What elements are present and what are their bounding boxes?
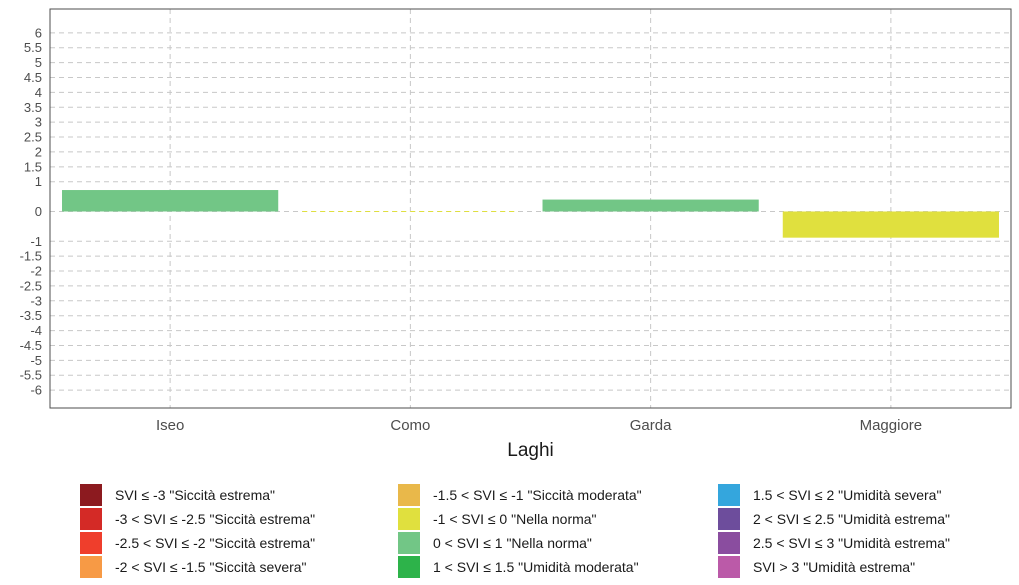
legend-swatch — [80, 508, 102, 530]
chart-legend: SVI ≤ -3 "Siccità estrema" -3 < SVI ≤ -2.… — [80, 484, 1010, 584]
legend-swatch — [80, 484, 102, 506]
legend-swatch — [718, 508, 740, 530]
legend-item: SVI > 3 "Umidità estrema" — [718, 556, 915, 578]
legend-item: 2 < SVI ≤ 2.5 "Umidità estrema" — [718, 508, 950, 530]
legend-label: 1 < SVI ≤ 1.5 "Umidità moderata" — [433, 559, 639, 575]
legend-item: -1.5 < SVI ≤ -1 "Siccità moderata" — [398, 484, 642, 506]
legend-swatch — [80, 532, 102, 554]
y-tick-label: 3.5 — [24, 100, 42, 115]
y-tick-label: -5.5 — [20, 368, 42, 383]
bar — [62, 190, 279, 212]
legend-item: -3 < SVI ≤ -2.5 "Siccità estrema" — [80, 508, 315, 530]
y-tick-label: 6 — [35, 25, 42, 40]
legend-label: 1.5 < SVI ≤ 2 "Umidità severa" — [753, 487, 942, 503]
y-tick-label: 1.5 — [24, 159, 42, 174]
y-tick-label: 1 — [35, 174, 42, 189]
legend-swatch — [398, 484, 420, 506]
y-tick-label: -1.5 — [20, 249, 42, 264]
legend-label: -3 < SVI ≤ -2.5 "Siccità estrema" — [115, 511, 316, 527]
legend-label: 2 < SVI ≤ 2.5 "Umidità estrema" — [753, 511, 950, 527]
legend-label: SVI > 3 "Umidità estrema" — [753, 559, 916, 575]
legend-item: -2.5 < SVI ≤ -2 "Siccità estrema" — [80, 532, 315, 554]
y-tick-label: -6 — [30, 383, 42, 398]
y-tick-label: -2 — [30, 264, 42, 279]
legend-swatch — [398, 556, 420, 578]
y-tick-label: -4.5 — [20, 338, 42, 353]
legend-item: -2 < SVI ≤ -1.5 "Siccità severa" — [80, 556, 307, 578]
plot-border — [49, 8, 1012, 409]
legend-label: -1 < SVI ≤ 0 "Nella norma" — [433, 511, 597, 527]
bar — [542, 199, 759, 212]
x-tick-label: Iseo — [156, 417, 184, 434]
x-tick-label: Maggiore — [860, 417, 923, 434]
y-tick-label: -3 — [30, 293, 42, 308]
legend-label: -2.5 < SVI ≤ -2 "Siccità estrema" — [115, 535, 316, 551]
legend-label: -1.5 < SVI ≤ -1 "Siccità moderata" — [433, 487, 642, 503]
y-tick-label: 4.5 — [24, 70, 42, 85]
y-tick-label: -5 — [30, 353, 42, 368]
y-tick-label: 0 — [35, 204, 42, 219]
legend-swatch — [80, 556, 102, 578]
legend-item: SVI ≤ -3 "Siccità estrema" — [80, 484, 275, 506]
legend-item: 1 < SVI ≤ 1.5 "Umidità moderata" — [398, 556, 639, 578]
legend-swatch — [718, 532, 740, 554]
y-tick-label: -3.5 — [20, 308, 42, 323]
y-tick-label: -2.5 — [20, 278, 42, 293]
legend-label: -2 < SVI ≤ -1.5 "Siccità severa" — [115, 559, 307, 575]
legend-swatch — [398, 508, 420, 530]
legend-item: -1 < SVI ≤ 0 "Nella norma" — [398, 508, 597, 530]
legend-swatch — [398, 532, 420, 554]
legend-item: 2.5 < SVI ≤ 3 "Umidità estrema" — [718, 532, 950, 554]
legend-item: 0 < SVI ≤ 1 "Nella norma" — [398, 532, 592, 554]
y-tick-label: -1 — [30, 234, 42, 249]
y-tick-label: -4 — [30, 323, 42, 338]
legend-label: SVI ≤ -3 "Siccità estrema" — [115, 487, 276, 503]
legend-swatch — [718, 556, 740, 578]
bar — [782, 211, 999, 238]
y-tick-label: 2.5 — [24, 130, 42, 145]
x-tick-label: Garda — [630, 417, 672, 434]
x-tick-label: Como — [390, 417, 430, 434]
y-tick-label: 5 — [35, 55, 42, 70]
x-axis-label: Laghi — [507, 440, 554, 461]
legend-swatch — [718, 484, 740, 506]
y-tick-label: 4 — [35, 85, 42, 100]
legend-label: 2.5 < SVI ≤ 3 "Umidità estrema" — [753, 535, 950, 551]
legend-label: 0 < SVI ≤ 1 "Nella norma" — [433, 535, 592, 551]
y-tick-label: 2 — [35, 144, 42, 159]
legend-item: 1.5 < SVI ≤ 2 "Umidità severa" — [718, 484, 941, 506]
y-tick-label: 3 — [35, 115, 42, 130]
y-tick-label: 5.5 — [24, 40, 42, 55]
